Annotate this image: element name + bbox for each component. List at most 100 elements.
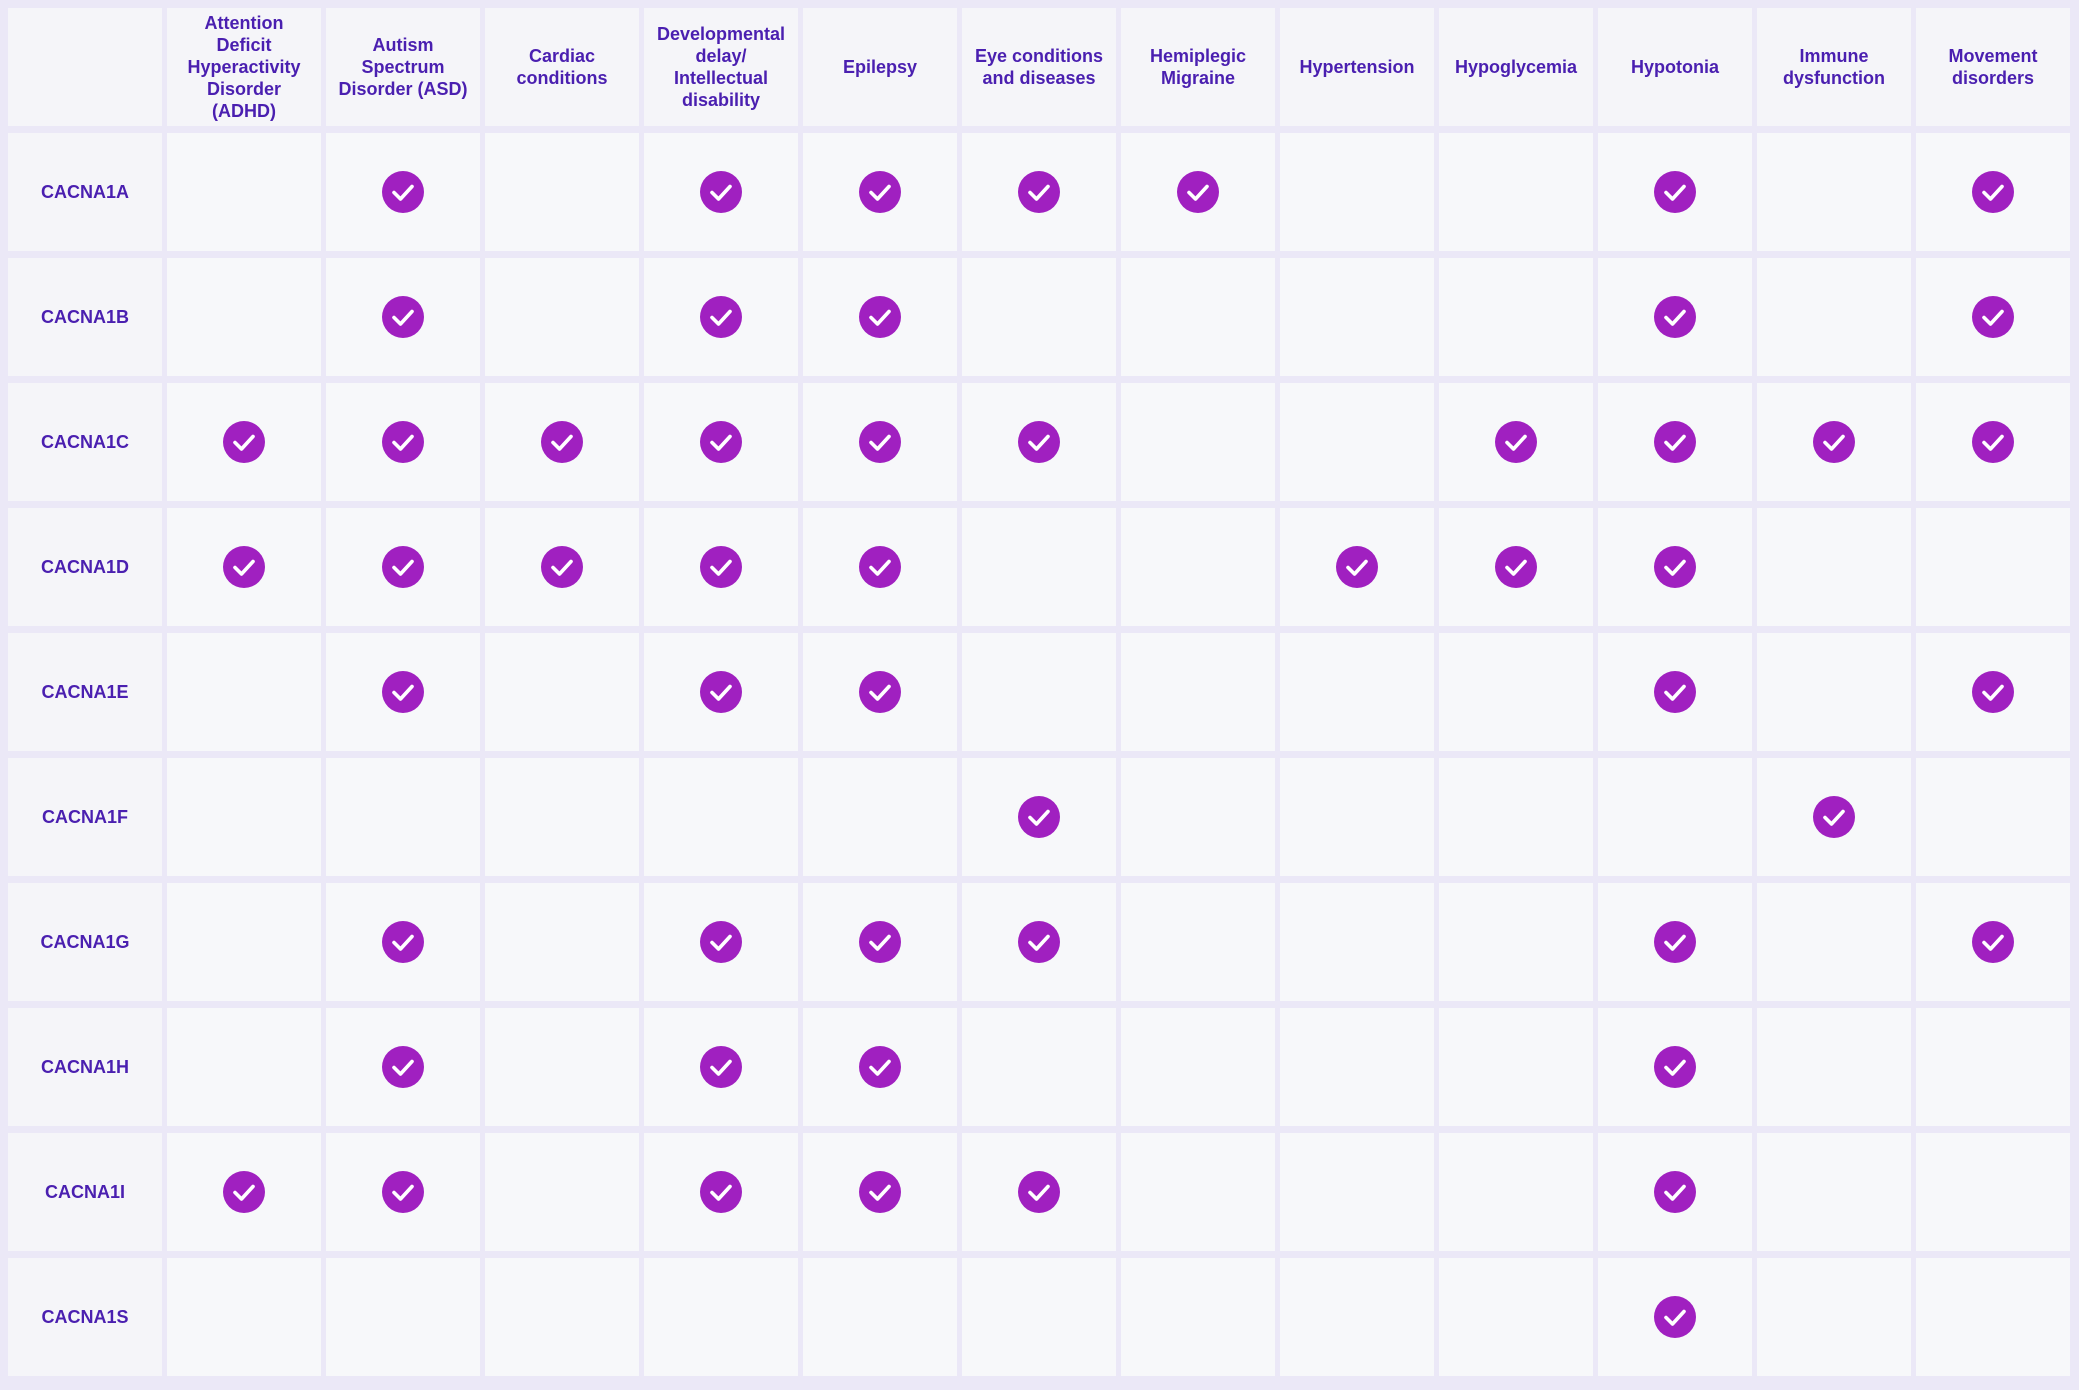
table-cell	[326, 508, 480, 626]
gene-label: CACNA1A	[8, 133, 162, 251]
table-cell	[167, 1258, 321, 1376]
table-cell	[1916, 1133, 2070, 1251]
table-cell	[1757, 133, 1911, 251]
table-cell	[1280, 1008, 1434, 1126]
table-cell	[326, 633, 480, 751]
table-cell	[1121, 258, 1275, 376]
table-cell	[1757, 883, 1911, 1001]
check-circle-icon	[700, 296, 742, 338]
table-cell	[1916, 133, 2070, 251]
table-cell	[485, 633, 639, 751]
check-circle-icon	[1972, 921, 2014, 963]
check-circle-icon	[1495, 421, 1537, 463]
gene-label: CACNA1F	[8, 758, 162, 876]
table-cell	[485, 258, 639, 376]
table-cell	[167, 508, 321, 626]
table-cell	[803, 1008, 957, 1126]
table-cell	[326, 758, 480, 876]
table-cell	[1280, 1133, 1434, 1251]
table-cell	[962, 1258, 1116, 1376]
column-header: Hypotonia	[1598, 8, 1752, 126]
check-circle-icon	[1336, 546, 1378, 588]
table-cell	[1439, 383, 1593, 501]
table-cell	[962, 633, 1116, 751]
corner-cell	[8, 8, 162, 126]
check-circle-icon	[700, 171, 742, 213]
check-circle-icon	[700, 546, 742, 588]
table-cell	[1439, 758, 1593, 876]
table-cell	[1280, 258, 1434, 376]
table-cell	[326, 383, 480, 501]
table-cell	[167, 633, 321, 751]
table-cell	[167, 258, 321, 376]
table-cell	[167, 883, 321, 1001]
check-circle-icon	[1972, 671, 2014, 713]
gene-label: CACNA1B	[8, 258, 162, 376]
table-cell	[167, 1008, 321, 1126]
table-cell	[1916, 508, 2070, 626]
check-circle-icon	[859, 546, 901, 588]
table-cell	[1598, 758, 1752, 876]
table-cell	[485, 758, 639, 876]
column-header: Eye conditions and diseases	[962, 8, 1116, 126]
table-cell	[803, 633, 957, 751]
table-cell	[644, 383, 798, 501]
table-cell	[962, 258, 1116, 376]
table-cell	[644, 1008, 798, 1126]
table-cell	[1121, 1133, 1275, 1251]
table-cell	[1121, 383, 1275, 501]
check-circle-icon	[382, 546, 424, 588]
table-cell	[1757, 508, 1911, 626]
table-cell	[326, 883, 480, 1001]
table-cell	[1916, 258, 2070, 376]
check-circle-icon	[1018, 1171, 1060, 1213]
table-cell	[1280, 133, 1434, 251]
check-circle-icon	[382, 171, 424, 213]
check-circle-icon	[859, 1046, 901, 1088]
check-circle-icon	[1018, 171, 1060, 213]
table-cell	[326, 1008, 480, 1126]
table-cell	[962, 1008, 1116, 1126]
table-cell	[803, 1258, 957, 1376]
check-circle-icon	[382, 296, 424, 338]
check-circle-icon	[859, 171, 901, 213]
table-cell	[644, 258, 798, 376]
table-cell	[803, 133, 957, 251]
column-header: Movement disorders	[1916, 8, 2070, 126]
table-cell	[1916, 633, 2070, 751]
gene-label: CACNA1G	[8, 883, 162, 1001]
table-cell	[644, 758, 798, 876]
check-circle-icon	[1813, 421, 1855, 463]
check-circle-icon	[1654, 296, 1696, 338]
check-circle-icon	[1654, 421, 1696, 463]
gene-label: CACNA1I	[8, 1133, 162, 1251]
check-circle-icon	[541, 546, 583, 588]
table-cell	[1439, 133, 1593, 251]
table-cell	[1916, 383, 2070, 501]
table-cell	[167, 1133, 321, 1251]
table-cell	[1121, 633, 1275, 751]
check-circle-icon	[859, 671, 901, 713]
table-cell	[1757, 383, 1911, 501]
check-circle-icon	[382, 1171, 424, 1213]
column-header: Hypertension	[1280, 8, 1434, 126]
table-cell	[962, 758, 1116, 876]
table-cell	[1757, 258, 1911, 376]
check-circle-icon	[1018, 921, 1060, 963]
gene-label: CACNA1C	[8, 383, 162, 501]
check-circle-icon	[700, 1171, 742, 1213]
table-cell	[1598, 508, 1752, 626]
table-cell	[485, 1008, 639, 1126]
table-cell	[803, 758, 957, 876]
column-header: Hemiplegic Migraine	[1121, 8, 1275, 126]
table-cell	[1757, 758, 1911, 876]
check-circle-icon	[1972, 421, 2014, 463]
table-cell	[1121, 883, 1275, 1001]
table-cell	[326, 1258, 480, 1376]
table-cell	[644, 1133, 798, 1251]
table-cell	[485, 1258, 639, 1376]
table-cell	[962, 383, 1116, 501]
table-cell	[962, 508, 1116, 626]
table-cell	[1121, 133, 1275, 251]
check-circle-icon	[223, 1171, 265, 1213]
